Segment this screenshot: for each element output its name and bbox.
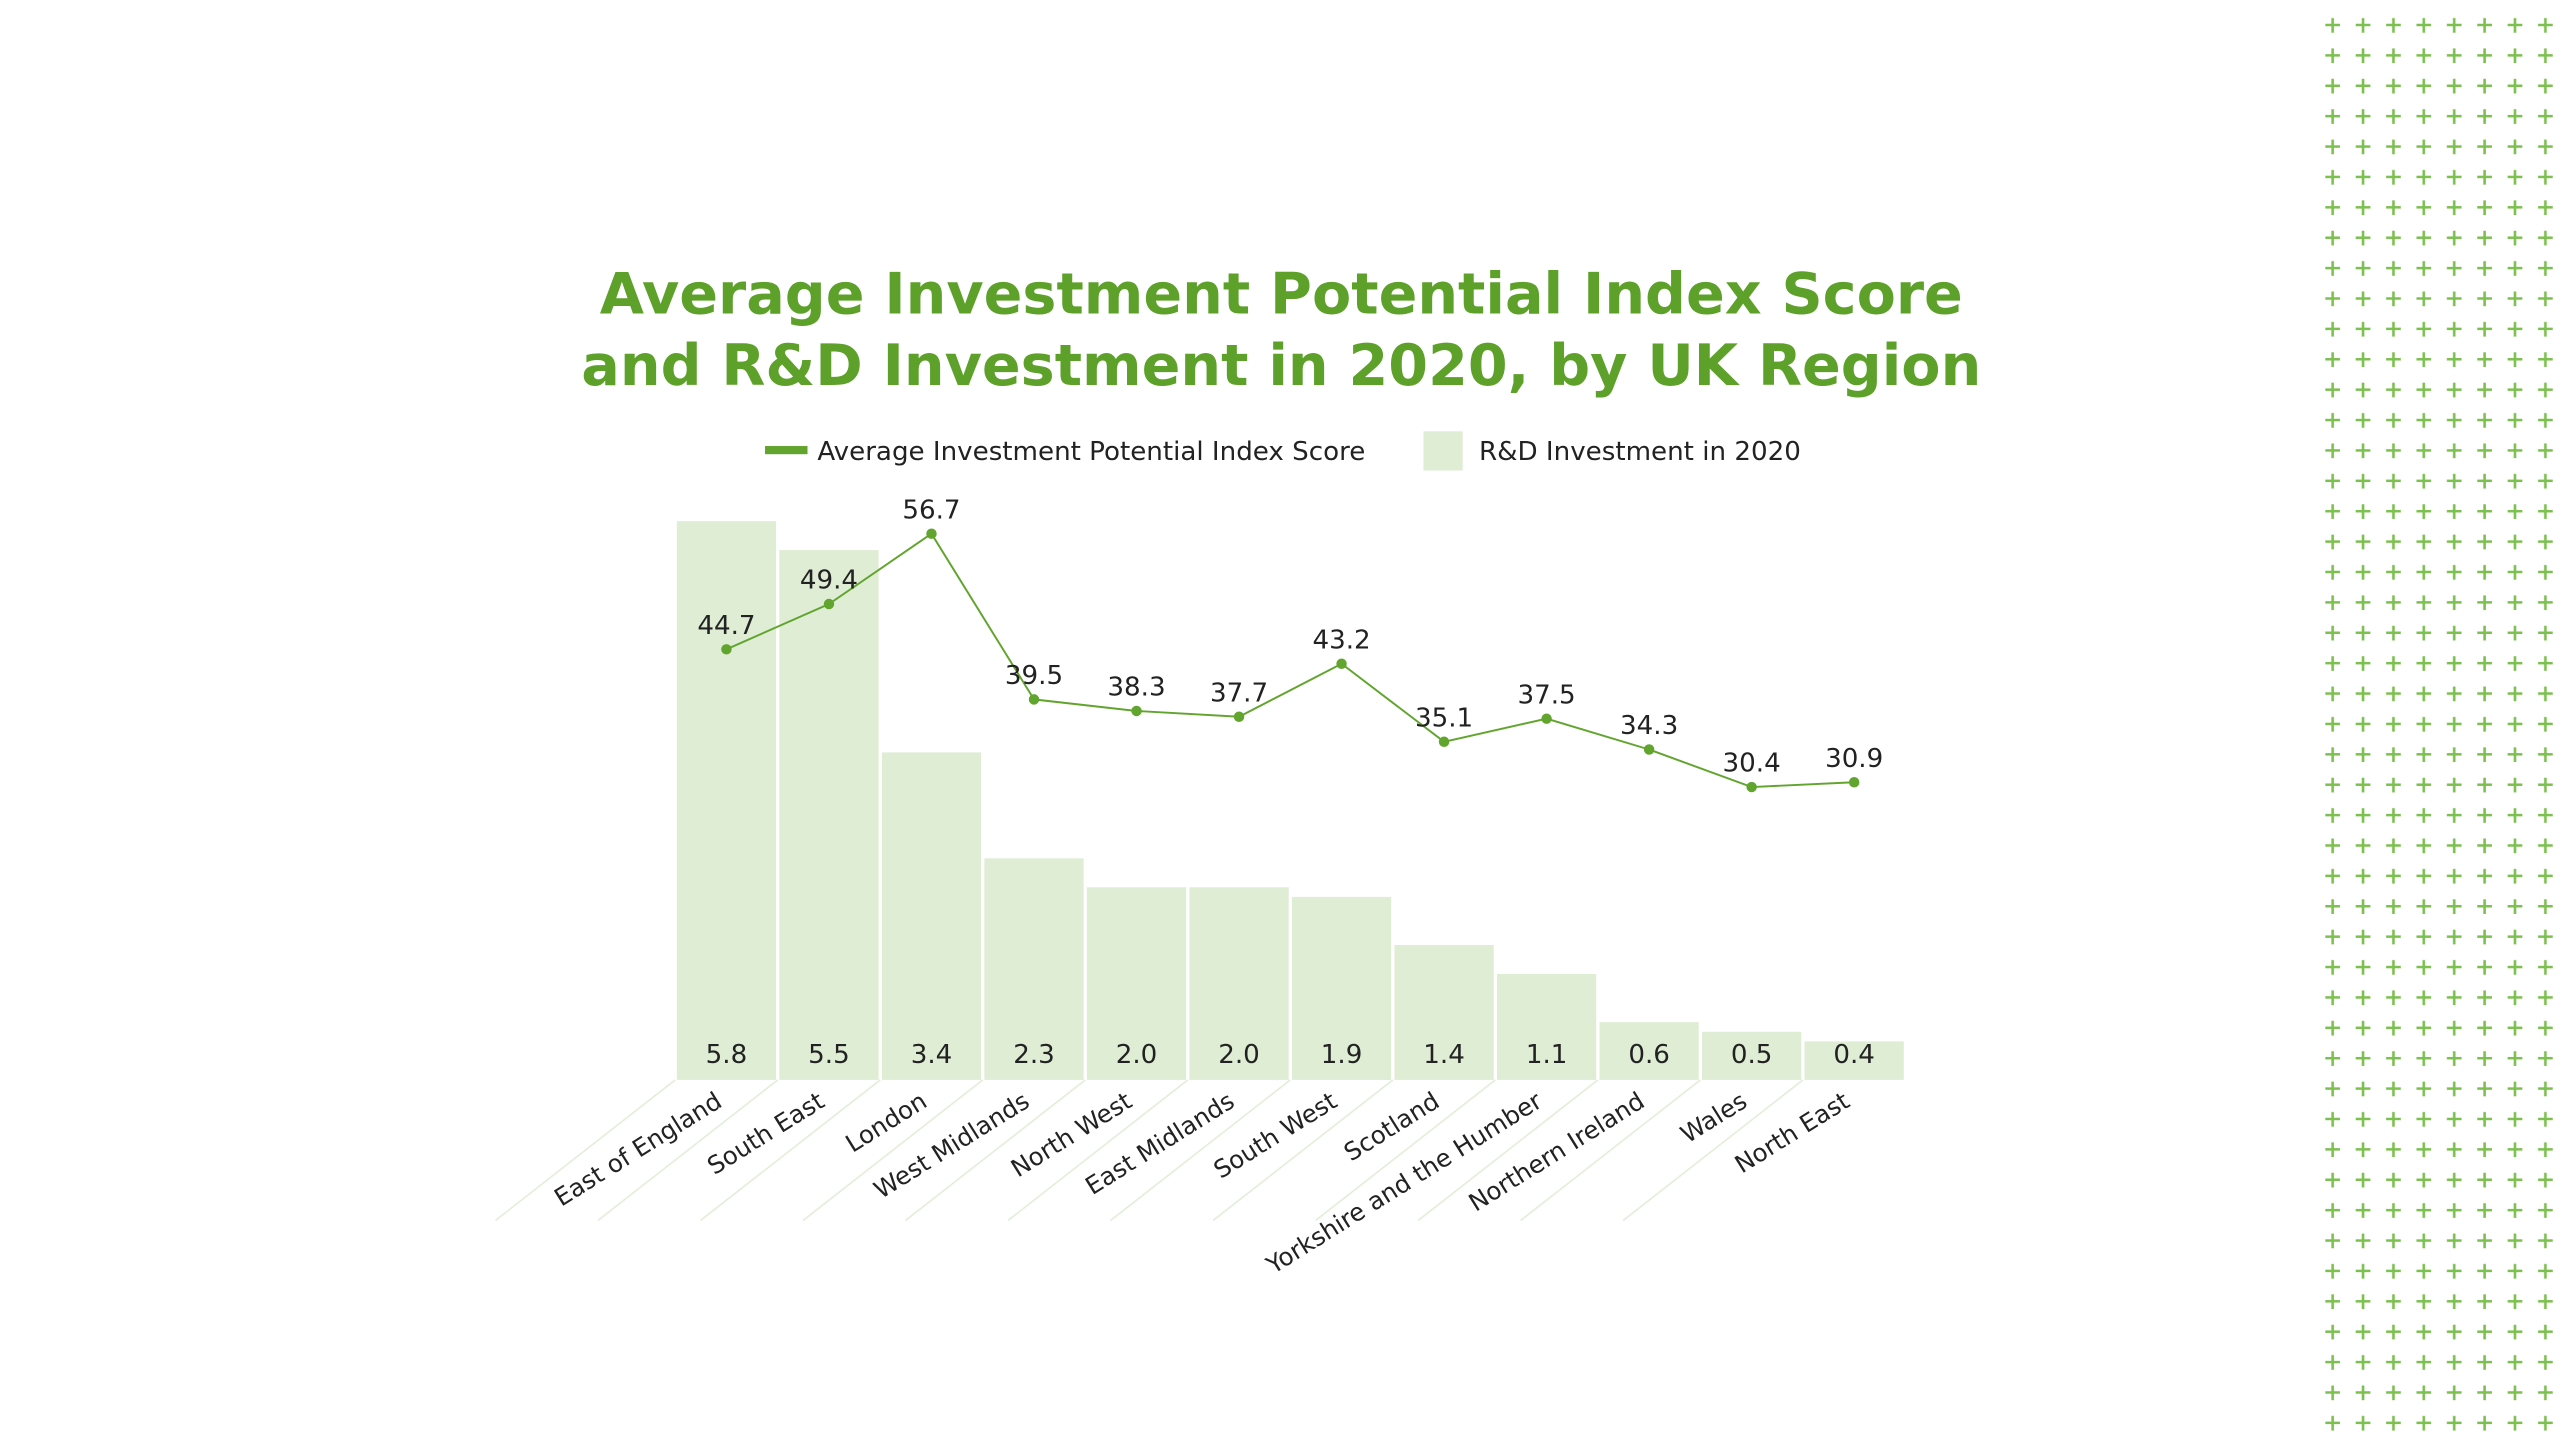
bar <box>1702 1031 1802 1080</box>
bar <box>1599 1022 1699 1080</box>
chart-title: Average Investment Potential Index Score… <box>581 261 1981 399</box>
category-divider <box>1110 1079 1291 1222</box>
line-point <box>721 644 732 655</box>
legend-swatch <box>765 446 808 455</box>
line-value-label: 56.7 <box>902 495 960 525</box>
category-divider <box>1212 1079 1394 1222</box>
bar-value-label: 1.1 <box>1526 1040 1568 1070</box>
bar <box>1189 887 1289 1080</box>
line-point <box>1336 658 1347 669</box>
category-divider <box>1622 1079 1804 1222</box>
bar-value-label: 0.4 <box>1833 1040 1875 1070</box>
category-divider <box>802 1079 984 1222</box>
line-value-label: 49.4 <box>800 566 858 596</box>
line-value-label: 37.7 <box>1210 678 1268 708</box>
line <box>726 532 1855 789</box>
x-tick-label: East of England <box>549 1086 727 1212</box>
bar-value-label: 1.9 <box>1321 1040 1363 1070</box>
line-value-label: 44.7 <box>697 611 755 641</box>
line-point <box>1848 777 1860 788</box>
bar-value-label: 2.0 <box>1116 1040 1158 1070</box>
bar-value-label: 0.5 <box>1731 1040 1773 1070</box>
line-point <box>1643 744 1655 755</box>
line-point <box>926 528 937 539</box>
line-point <box>1541 713 1552 724</box>
bar-value-label: 0.6 <box>1628 1040 1670 1070</box>
category-divider <box>1007 1079 1189 1222</box>
category-divider <box>700 1079 881 1222</box>
category-divider <box>1417 1079 1599 1222</box>
plus-pattern <box>2317 9 2561 1441</box>
line-value-label: 43.2 <box>1312 625 1370 655</box>
category-divider <box>494 1079 676 1222</box>
bar <box>1804 1041 1904 1080</box>
line-point <box>1028 694 1040 705</box>
bar-value-label: 5.8 <box>706 1040 748 1070</box>
bar-value-label: 3.4 <box>911 1040 953 1070</box>
bar <box>1394 945 1494 1080</box>
line-point <box>1438 736 1450 748</box>
line-value-label: 30.9 <box>1825 744 1883 774</box>
x-tick-label: South East <box>702 1086 830 1181</box>
bar-value-label: 2.3 <box>1013 1040 1055 1070</box>
x-tick-label: Wales <box>1675 1086 1752 1149</box>
line-point <box>1233 711 1245 722</box>
bar <box>1496 973 1597 1080</box>
line-value-label: 30.4 <box>1723 749 1781 779</box>
line-value-label: 38.3 <box>1107 673 1165 703</box>
line-value-label: 34.3 <box>1620 711 1678 741</box>
bar-value-label: 2.0 <box>1218 1040 1260 1070</box>
bar <box>881 752 982 1080</box>
category-divider <box>1520 1079 1701 1222</box>
bar <box>779 550 879 1080</box>
category-divider <box>905 1079 1086 1222</box>
bar-value-label: 5.5 <box>808 1040 850 1070</box>
line-value-label: 35.1 <box>1415 703 1473 733</box>
legend-label: Average Investment Potential Index Score <box>817 437 1365 467</box>
line-point <box>823 598 835 610</box>
bar <box>1086 887 1187 1080</box>
line-value-label: 39.5 <box>1005 661 1063 691</box>
bar <box>1291 896 1392 1080</box>
category-divider <box>597 1079 779 1222</box>
x-tick-label: North East <box>1730 1086 1855 1179</box>
line-point <box>1746 781 1757 793</box>
line-value-label: 37.5 <box>1518 680 1576 710</box>
x-tick-label: London <box>840 1086 932 1158</box>
legend-swatch <box>1423 431 1463 471</box>
bar-value-label: 1.4 <box>1423 1040 1465 1070</box>
x-tick-label: Northern Ireland <box>1463 1086 1649 1217</box>
category-divider <box>1315 1079 1496 1222</box>
bar <box>984 858 1084 1080</box>
line-point <box>1131 705 1142 717</box>
legend-label: R&D Investment in 2020 <box>1479 437 1801 467</box>
bar <box>676 521 777 1080</box>
